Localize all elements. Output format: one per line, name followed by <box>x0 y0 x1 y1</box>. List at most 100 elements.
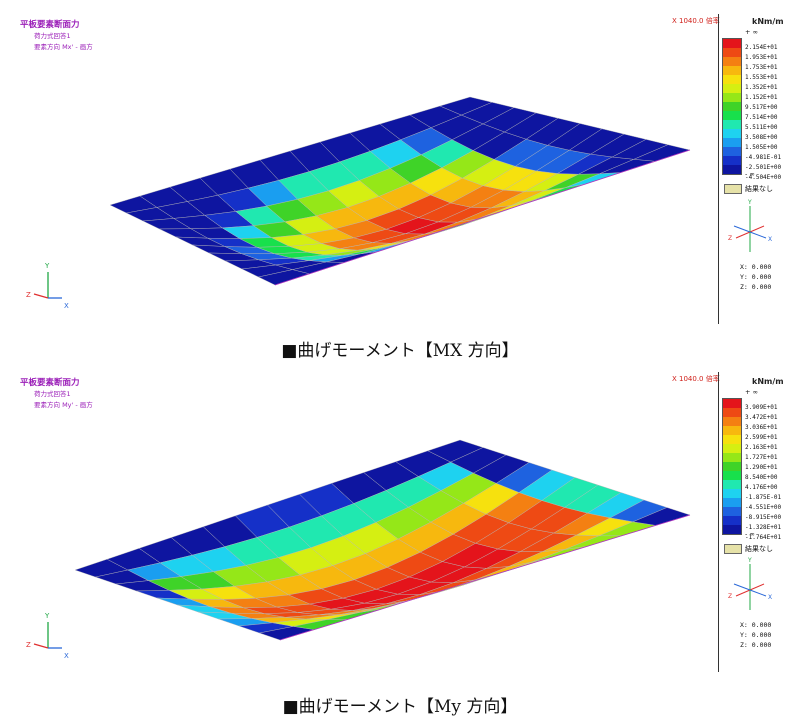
legend-value: 2.163E+01 <box>745 444 778 451</box>
legend-value: 1.505E+00 <box>745 144 778 151</box>
scale-factor: X 1040.0 倍率 <box>672 17 720 25</box>
legend-swatch <box>723 165 741 174</box>
load-case-label: 荷力式回答1 <box>34 32 71 40</box>
legend-value: -4.551E+00 <box>745 504 782 511</box>
result-panel-my: 平板要素断面力 荷力式回答1 要素方向 My' - 画方 X 1040.0 倍率… <box>0 360 800 690</box>
coord-y: Y: 0.000 <box>740 273 772 281</box>
legend-plus-inf: + ∞ <box>745 28 758 36</box>
plate-contour-view: Y Z X Y Z X <box>26 96 772 310</box>
legend-swatch <box>723 75 741 84</box>
legend-swatch <box>723 453 741 462</box>
plate-contour-view: Y Z X Y Z X <box>26 439 772 660</box>
deformed-plate-mesh <box>74 439 691 641</box>
no-result-label: 結果なし <box>745 185 773 193</box>
legend-swatch <box>723 102 741 111</box>
legend-plus-inf: + ∞ <box>745 388 758 396</box>
legend-value: -8.915E+00 <box>745 514 782 521</box>
legend-swatch <box>723 111 741 120</box>
legend-value: 7.514E+00 <box>745 114 778 121</box>
legend-value: 3.472E+01 <box>745 414 778 421</box>
axis-x-label: X <box>64 302 69 310</box>
result-panel-mx: 平板要素断面力 荷力式回答1 要素方向 Mx' - 画方 X 1040.0 倍率… <box>0 0 800 330</box>
legend-divider <box>718 14 719 324</box>
legend-swatch <box>723 435 741 444</box>
legend-swatch <box>723 66 741 75</box>
coord-z: Z: 0.000 <box>740 641 772 649</box>
legend-value: 3.909E+01 <box>745 404 778 411</box>
legend-swatch <box>723 156 741 165</box>
legend-value: 1.553E+01 <box>745 74 778 81</box>
legend-value: 1.152E+01 <box>745 94 778 101</box>
legend-value: -1.328E+01 <box>745 524 782 531</box>
axis-z-label: Z <box>26 291 31 299</box>
caption-my: ■曲げモーメント【My 方向】 <box>282 697 518 717</box>
direction-label: 要素方向 My' - 画方 <box>34 401 93 409</box>
axis-triad-left: Y Z X <box>26 262 69 310</box>
legend-value: 8.540E+00 <box>745 474 778 481</box>
legend-swatch <box>723 507 741 516</box>
color-legend-bar <box>722 38 742 175</box>
legend-value: -4.504E+00 <box>745 174 782 181</box>
legend-value: 3.036E+01 <box>745 424 778 431</box>
legend-swatch <box>723 525 741 534</box>
coordinate-readout: X: 0.000 Y: 0.000 Z: 0.000 <box>740 620 771 650</box>
legend-swatch <box>723 408 741 417</box>
legend-swatch <box>723 120 741 129</box>
panel-title: 平板要素断面力 <box>20 20 80 30</box>
legend-labels: 3.909E+01 3.472E+01 3.036E+01 2.599E+01 2.16… <box>745 403 781 543</box>
legend-value: 1.290E+01 <box>745 464 778 471</box>
legend-value: 2.154E+01 <box>745 44 778 51</box>
legend-swatch <box>723 138 741 147</box>
coord-y: Y: 0.000 <box>740 631 772 639</box>
axis-triad-legend: Y Z X <box>728 199 772 252</box>
panel-header: 平板要素断面力 荷力式回答1 要素方向 Mx' - 画方 <box>20 20 93 53</box>
load-case-label: 荷力式回答1 <box>34 390 71 398</box>
coord-x: X: 0.000 <box>740 621 772 629</box>
legend-swatch <box>723 399 741 408</box>
legend-swatch <box>723 462 741 471</box>
axis-x-label: X <box>64 652 69 660</box>
deformed-plate-mesh <box>109 96 691 286</box>
legend-value: -1.875E-01 <box>745 494 782 501</box>
legend-swatch <box>723 516 741 525</box>
legend-axis-y-label: Y <box>747 199 752 206</box>
legend-axis-z-label: Z <box>728 593 732 600</box>
caption-mx: ■曲げモーメント【MX 方向】 <box>281 341 519 361</box>
legend-value: 1.953E+01 <box>745 54 778 61</box>
legend-swatch <box>723 498 741 507</box>
legend-value: 1.753E+01 <box>745 64 778 71</box>
no-result-swatch <box>724 544 742 554</box>
legend-value: -2.501E+00 <box>745 164 782 171</box>
legend-swatch <box>723 444 741 453</box>
no-result-label: 結果なし <box>745 545 773 553</box>
legend-swatch <box>723 129 741 138</box>
legend-value: 5.511E+00 <box>745 124 778 131</box>
legend-axis-x-label: X <box>768 236 772 243</box>
axis-z-label: Z <box>26 641 31 649</box>
legend-value: 1.727E+01 <box>745 454 778 461</box>
legend-axis-y-label: Y <box>747 557 752 564</box>
axis-y-label: Y <box>44 612 50 620</box>
legend-swatch <box>723 471 741 480</box>
legend-swatch <box>723 57 741 66</box>
coord-x: X: 0.000 <box>740 263 772 271</box>
legend-value: -4.981E-01 <box>745 154 782 161</box>
legend-minus-inf: - ∞ <box>745 170 755 178</box>
coordinate-readout: X: 0.000 Y: 0.000 Z: 0.000 <box>740 262 771 292</box>
legend-swatch <box>723 426 741 435</box>
axis-y-label: Y <box>44 262 50 270</box>
legend-swatch <box>723 489 741 498</box>
legend-value: 2.599E+01 <box>745 434 778 441</box>
legend-swatch <box>723 93 741 102</box>
legend-value: 9.517E+00 <box>745 104 778 111</box>
legend-value: 3.508E+00 <box>745 134 778 141</box>
panel-title: 平板要素断面力 <box>20 378 80 388</box>
no-result-swatch <box>724 184 742 194</box>
legend-swatch <box>723 480 741 489</box>
legend-divider <box>718 372 719 672</box>
legend-minus-inf: - ∞ <box>745 530 755 538</box>
legend-axis-x-label: X <box>768 594 772 601</box>
legend-value: 1.352E+01 <box>745 84 778 91</box>
legend-swatch <box>723 84 741 93</box>
unit-label: kNm/m <box>752 17 784 26</box>
